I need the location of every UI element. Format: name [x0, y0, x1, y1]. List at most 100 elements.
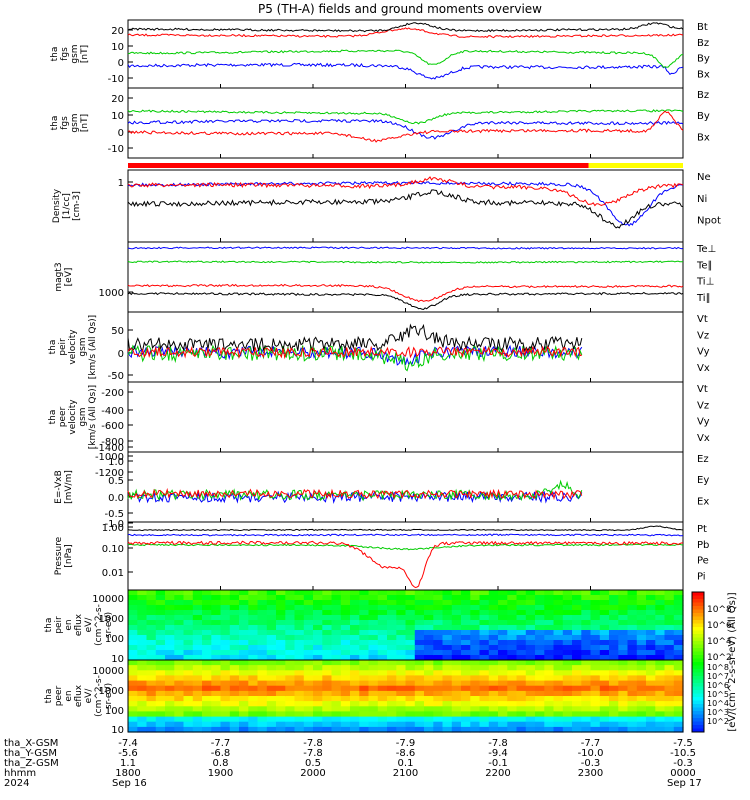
- spectrogram-cell: [498, 620, 508, 626]
- spectrogram-cell: [183, 706, 194, 712]
- spectrogram-cell: [451, 670, 462, 676]
- spectrogram-cell: [396, 630, 407, 636]
- spectrogram-cell: [239, 701, 249, 707]
- spectrogram-cell: [377, 670, 388, 676]
- spectrogram-cell: [331, 660, 342, 666]
- spectrogram-cell: [581, 711, 592, 718]
- spectrogram-cell: [433, 590, 444, 596]
- spectrogram-cell: [303, 595, 314, 601]
- spectrogram-cell: [331, 685, 342, 692]
- spectrogram-cell: [544, 615, 555, 621]
- spectrogram-cell: [155, 645, 166, 651]
- spectrogram-cell: [248, 630, 259, 636]
- spectrogram-cell: [414, 675, 425, 682]
- spectrogram-cell: [183, 635, 194, 641]
- spectrogram-cell: [562, 635, 573, 641]
- spectrogram-cell: [165, 726, 175, 733]
- spectrogram-cell: [294, 685, 305, 692]
- spectrogram-cell: [451, 590, 462, 596]
- spectrogram-cell: [572, 675, 582, 682]
- colorbar-tick: 10^8: [707, 605, 732, 615]
- spectrogram-cell: [553, 690, 564, 697]
- spectrogram-cell: [627, 635, 638, 641]
- spectrogram-cell: [387, 620, 397, 626]
- spectrogram-cell: [183, 696, 194, 702]
- spectrogram-cell: [220, 680, 231, 687]
- spectrogram-cell: [248, 635, 259, 641]
- spectrogram-cell: [609, 680, 619, 687]
- spectrogram-cell: [470, 680, 481, 687]
- spectrogram-cell: [128, 726, 138, 733]
- spectrogram-cell: [165, 610, 175, 616]
- spectrogram-cell: [229, 675, 240, 682]
- spectrogram-cell: [313, 716, 323, 723]
- spectrogram-cell: [211, 640, 222, 646]
- spectrogram-cell: [137, 660, 148, 666]
- spectrogram-cell: [470, 721, 481, 728]
- spectrogram-cell: [174, 680, 185, 687]
- spectrogram-cell: [229, 711, 240, 718]
- spectrogram-cell: [322, 590, 333, 596]
- status-bar-yellow: [588, 163, 683, 168]
- spectrogram-cell: [137, 645, 148, 651]
- spectrogram-cell: [572, 711, 582, 718]
- spectrogram-cell: [433, 726, 444, 733]
- spectrogram-cell: [461, 595, 471, 601]
- spectrogram-cell: [165, 635, 175, 641]
- spectrogram-cell: [424, 670, 434, 676]
- spectrogram-cell: [516, 595, 527, 601]
- spectrogram-cell: [618, 680, 629, 687]
- spectrogram-cell: [673, 645, 684, 651]
- spectrogram-cell: [664, 711, 675, 718]
- spectrogram-cell: [359, 630, 370, 636]
- orbit-value: -9.4: [488, 748, 508, 759]
- spectrogram-cell: [498, 726, 508, 733]
- spectrogram-cell: [387, 625, 397, 631]
- orbit-value: 0000: [670, 768, 695, 779]
- spectrogram-cell: [535, 721, 545, 728]
- spectrogram-cell: [664, 635, 675, 641]
- series-line: [127, 345, 582, 360]
- orbit-value: -10.0: [578, 748, 604, 759]
- spectrogram-cell: [340, 726, 351, 733]
- spectrogram-cell: [424, 680, 434, 687]
- panel-ylabel-line: [mV/m]: [64, 470, 74, 504]
- spectrogram-cell: [442, 610, 453, 616]
- spectrogram-cell: [636, 615, 647, 621]
- spectrogram-cell: [257, 650, 268, 656]
- spectrogram-cell: [442, 655, 453, 661]
- panel-frame: [127, 381, 684, 453]
- spectrogram-cell: [257, 625, 268, 631]
- series-line: [127, 176, 684, 207]
- spectrogram-cell: [470, 716, 481, 723]
- spectrogram-cell: [211, 610, 222, 616]
- ytick-label: 0.5: [108, 476, 124, 487]
- spectrogram-cell: [673, 701, 684, 707]
- spectrogram-cell: [424, 716, 434, 723]
- spectrogram-cell: [479, 620, 490, 626]
- spectrogram-cell: [202, 615, 212, 621]
- spectrogram-cell: [655, 600, 666, 606]
- spectrogram-cell: [655, 605, 666, 611]
- spectrogram-cell: [646, 610, 656, 616]
- spectrogram-cell: [303, 640, 314, 646]
- spectrogram-cell: [128, 655, 138, 661]
- spectrogram-cell: [488, 610, 499, 616]
- spectrogram-cell: [655, 635, 666, 641]
- spectrogram-cell: [350, 665, 360, 671]
- spectrogram-cell: [377, 660, 388, 666]
- spectrogram-cell: [544, 620, 555, 626]
- spectrogram-cell: [257, 620, 268, 626]
- spectrogram-cell: [544, 675, 555, 682]
- panel-ylabel-line: velocity: [68, 399, 78, 435]
- spectrogram-cell: [646, 590, 656, 596]
- spectrogram-cell: [664, 655, 675, 661]
- spectrogram-cell: [664, 685, 675, 692]
- spectrogram-cell: [322, 675, 333, 682]
- spectrogram-cell: [461, 635, 471, 641]
- spectrogram-cell: [599, 645, 610, 651]
- date-start-label: Sep 16: [112, 778, 147, 789]
- spectrogram-cell: [387, 680, 397, 687]
- spectrogram-cell: [128, 690, 138, 697]
